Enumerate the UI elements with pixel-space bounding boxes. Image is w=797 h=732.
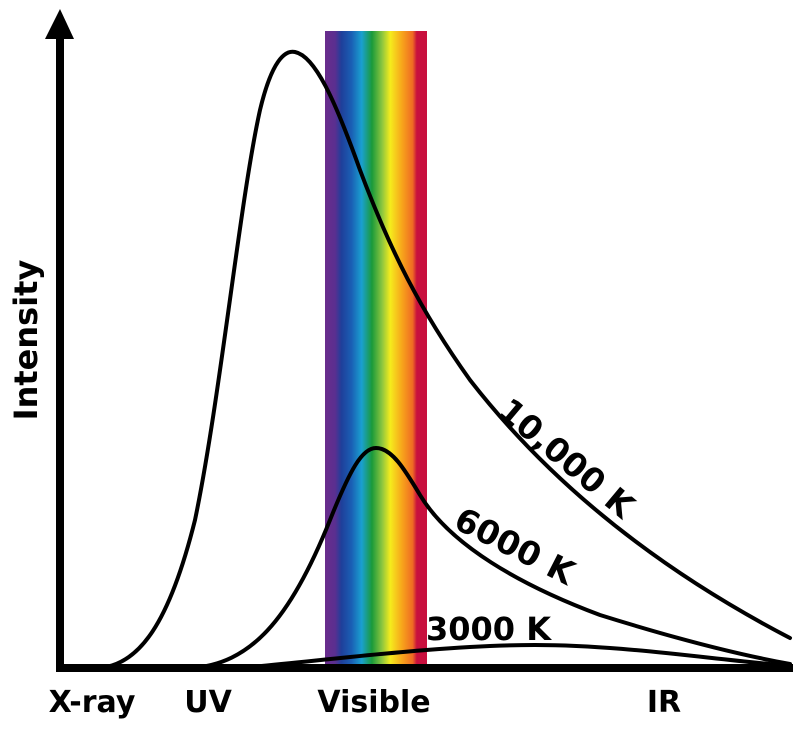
- y-axis: [56, 36, 64, 672]
- y-axis-arrow-icon: [45, 9, 74, 39]
- y-axis-label: Intensity: [7, 260, 45, 421]
- label-3000k: 3000 K: [426, 610, 552, 648]
- curve-10000k: [93, 49, 792, 670]
- label-10000k: 10,000 K: [491, 390, 643, 526]
- x-label-ir: IR: [647, 685, 681, 720]
- x-label-uv: UV: [184, 685, 232, 720]
- curve-3000k: [238, 642, 792, 670]
- x-label-visible: Visible: [317, 685, 430, 720]
- visible-spectrum-band: [325, 31, 427, 668]
- x-label-xray: X-ray: [49, 685, 136, 720]
- x-axis: [56, 664, 793, 672]
- curve-6000k: [188, 445, 792, 670]
